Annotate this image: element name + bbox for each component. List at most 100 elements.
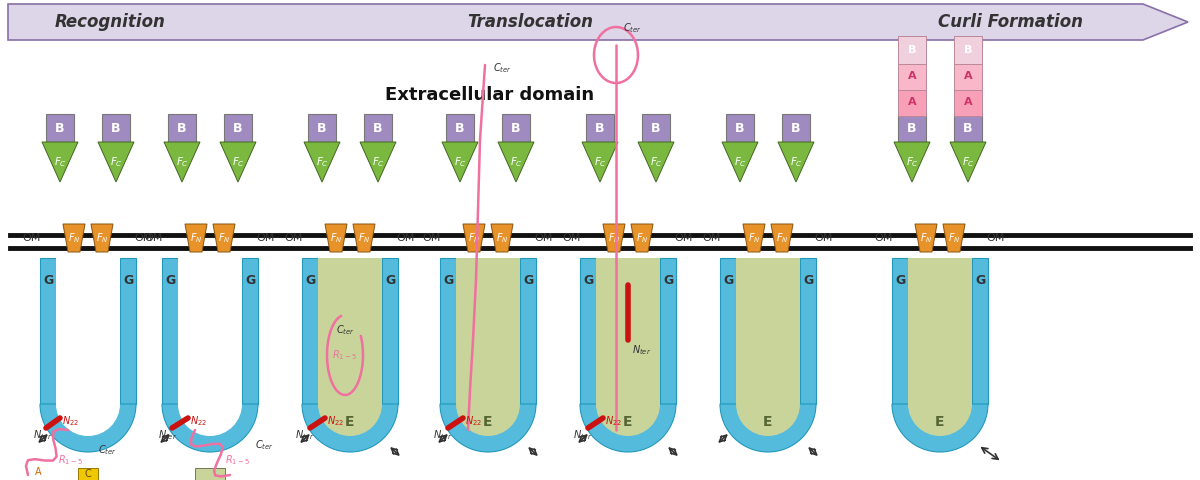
Text: $F_C$: $F_C$ <box>175 155 188 169</box>
Text: OM: OM <box>284 233 304 243</box>
Polygon shape <box>778 142 814 182</box>
Text: $F_N$: $F_N$ <box>775 231 788 245</box>
Text: $F_N$: $F_N$ <box>496 231 509 245</box>
Text: $C_{ter}$: $C_{ter}$ <box>623 21 642 35</box>
Text: OM: OM <box>986 233 1006 243</box>
Text: $F_N$: $F_N$ <box>96 231 108 245</box>
Polygon shape <box>214 224 235 252</box>
Text: $F_N$: $F_N$ <box>358 231 371 245</box>
Text: $R_{1-5}$: $R_{1-5}$ <box>58 453 83 467</box>
Polygon shape <box>56 258 120 404</box>
Wedge shape <box>440 404 536 452</box>
Text: B: B <box>791 121 800 134</box>
Wedge shape <box>162 404 258 452</box>
Text: $F_N$: $F_N$ <box>919 231 932 245</box>
FancyBboxPatch shape <box>642 114 670 142</box>
Text: $F_N$: $F_N$ <box>468 231 480 245</box>
FancyBboxPatch shape <box>898 36 926 64</box>
Text: $F_N$: $F_N$ <box>748 231 761 245</box>
Polygon shape <box>520 258 536 404</box>
Wedge shape <box>318 404 382 436</box>
Text: $N_{22}$: $N_{22}$ <box>605 414 622 428</box>
Text: $F_N$: $F_N$ <box>330 231 342 245</box>
Text: B: B <box>233 121 242 134</box>
Text: $F_C$: $F_C$ <box>906 155 918 169</box>
Wedge shape <box>580 404 676 452</box>
Wedge shape <box>892 404 988 452</box>
Text: E: E <box>763 415 773 429</box>
Text: G: G <box>722 274 733 287</box>
Polygon shape <box>894 142 930 182</box>
Text: $F_C$: $F_C$ <box>961 155 974 169</box>
Text: A: A <box>964 71 972 81</box>
Text: $F_N$: $F_N$ <box>190 231 203 245</box>
Text: B: B <box>964 121 973 134</box>
Text: B: B <box>595 121 605 134</box>
FancyBboxPatch shape <box>954 114 982 142</box>
Text: Recognition: Recognition <box>55 13 166 31</box>
Polygon shape <box>916 224 937 252</box>
Text: $F_N$: $F_N$ <box>948 231 960 245</box>
Polygon shape <box>722 142 758 182</box>
Polygon shape <box>91 224 113 252</box>
Text: B: B <box>112 121 121 134</box>
FancyBboxPatch shape <box>46 114 74 142</box>
Polygon shape <box>98 142 134 182</box>
Text: $F_C$: $F_C$ <box>232 155 245 169</box>
Text: B: B <box>908 45 916 55</box>
Text: $F_C$: $F_C$ <box>454 155 467 169</box>
Polygon shape <box>491 224 514 252</box>
Wedge shape <box>456 404 520 436</box>
FancyBboxPatch shape <box>954 62 982 90</box>
Text: OM: OM <box>134 233 154 243</box>
FancyBboxPatch shape <box>194 468 226 480</box>
Polygon shape <box>596 258 660 404</box>
Polygon shape <box>604 224 625 252</box>
Text: $N_{22}$: $N_{22}$ <box>326 414 344 428</box>
Text: B: B <box>317 121 326 134</box>
Polygon shape <box>64 224 85 252</box>
Polygon shape <box>943 224 965 252</box>
Text: G: G <box>305 274 316 287</box>
Text: Translocation: Translocation <box>467 13 593 31</box>
Wedge shape <box>40 404 136 452</box>
Text: OM: OM <box>535 233 553 243</box>
Text: OM: OM <box>674 233 694 243</box>
Polygon shape <box>800 258 816 404</box>
Polygon shape <box>318 258 382 404</box>
FancyBboxPatch shape <box>308 114 336 142</box>
Text: $F_N$: $F_N$ <box>67 231 80 245</box>
FancyBboxPatch shape <box>898 88 926 116</box>
Text: $N_{22}$: $N_{22}$ <box>62 414 79 428</box>
FancyBboxPatch shape <box>726 114 754 142</box>
Polygon shape <box>743 224 766 252</box>
Polygon shape <box>185 224 208 252</box>
Text: B: B <box>455 121 464 134</box>
Text: OM: OM <box>815 233 833 243</box>
Text: OM: OM <box>875 233 893 243</box>
Text: $R_{1-5}$: $R_{1-5}$ <box>332 348 358 362</box>
Text: G: G <box>583 274 593 287</box>
Text: $F_C$: $F_C$ <box>54 155 66 169</box>
FancyBboxPatch shape <box>102 114 130 142</box>
FancyBboxPatch shape <box>224 114 252 142</box>
Polygon shape <box>220 142 256 182</box>
Text: $C_{ter}$: $C_{ter}$ <box>336 323 354 337</box>
FancyBboxPatch shape <box>954 88 982 116</box>
Polygon shape <box>736 258 800 404</box>
Text: A: A <box>35 467 41 477</box>
Polygon shape <box>42 142 78 182</box>
Polygon shape <box>660 258 676 404</box>
Polygon shape <box>498 142 534 182</box>
Wedge shape <box>56 404 120 436</box>
Text: C: C <box>85 469 91 479</box>
Text: $N_{22}$: $N_{22}$ <box>190 414 208 428</box>
Text: G: G <box>164 274 175 287</box>
Text: G: G <box>662 274 673 287</box>
Text: OM: OM <box>422 233 442 243</box>
Polygon shape <box>120 258 136 404</box>
Wedge shape <box>720 404 816 452</box>
Polygon shape <box>164 142 200 182</box>
Text: $C_{ter}$: $C_{ter}$ <box>256 438 274 452</box>
Text: $F_C$: $F_C$ <box>594 155 606 169</box>
